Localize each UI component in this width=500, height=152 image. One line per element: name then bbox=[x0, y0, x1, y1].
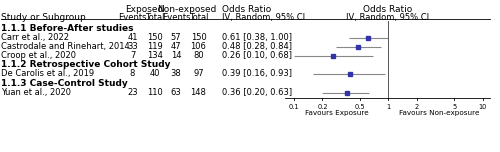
Text: Total: Total bbox=[189, 13, 208, 22]
Text: 148: 148 bbox=[190, 88, 206, 97]
Text: 1.1.3 Case-Control Study: 1.1.3 Case-Control Study bbox=[1, 79, 128, 88]
Text: 38: 38 bbox=[170, 69, 181, 78]
Text: 47: 47 bbox=[170, 42, 181, 51]
Text: 150: 150 bbox=[147, 33, 163, 42]
Text: 23: 23 bbox=[127, 88, 138, 97]
Text: Favours Exposure: Favours Exposure bbox=[305, 110, 368, 116]
Text: 14: 14 bbox=[171, 50, 181, 60]
Text: 134: 134 bbox=[147, 50, 163, 60]
Text: 0.39 [0.16, 0.93]: 0.39 [0.16, 0.93] bbox=[222, 69, 292, 78]
Text: 110: 110 bbox=[147, 88, 163, 97]
Text: Castrodale and Rinehart, 2014: Castrodale and Rinehart, 2014 bbox=[1, 42, 130, 51]
Text: 0.48 [0.28, 0.84]: 0.48 [0.28, 0.84] bbox=[222, 42, 292, 51]
Text: 0.36 [0.20, 0.63]: 0.36 [0.20, 0.63] bbox=[222, 88, 292, 97]
Text: 80: 80 bbox=[193, 50, 204, 60]
Text: 0.5: 0.5 bbox=[354, 104, 366, 110]
Text: Carr et al., 2022: Carr et al., 2022 bbox=[1, 33, 69, 42]
Text: IV, Random, 95% CI: IV, Random, 95% CI bbox=[346, 13, 429, 22]
Text: 10: 10 bbox=[478, 104, 486, 110]
Text: Croop et al., 2020: Croop et al., 2020 bbox=[1, 50, 76, 60]
Text: Study or Subgroup: Study or Subgroup bbox=[1, 13, 86, 22]
Text: 119: 119 bbox=[147, 42, 163, 51]
Text: Events: Events bbox=[162, 13, 190, 22]
Text: De Carolis et al., 2019: De Carolis et al., 2019 bbox=[1, 69, 94, 78]
Text: 7: 7 bbox=[130, 50, 135, 60]
Text: 97: 97 bbox=[193, 69, 204, 78]
Text: 41: 41 bbox=[127, 33, 138, 42]
Text: 0.2: 0.2 bbox=[317, 104, 328, 110]
Text: 1.1.2 Retrospective Cohort Study: 1.1.2 Retrospective Cohort Study bbox=[1, 60, 170, 69]
Text: 57: 57 bbox=[170, 33, 181, 42]
Text: 8: 8 bbox=[130, 69, 135, 78]
Text: 33: 33 bbox=[127, 42, 138, 51]
Text: Total: Total bbox=[145, 13, 165, 22]
Text: 0.1: 0.1 bbox=[289, 104, 300, 110]
Text: 0.61 [0.38, 1.00]: 0.61 [0.38, 1.00] bbox=[222, 33, 292, 42]
Text: Yuan et al., 2020: Yuan et al., 2020 bbox=[1, 88, 71, 97]
Text: 40: 40 bbox=[150, 69, 160, 78]
Text: 1: 1 bbox=[386, 104, 390, 110]
Text: 63: 63 bbox=[170, 88, 181, 97]
Text: 0.26 [0.10, 0.68]: 0.26 [0.10, 0.68] bbox=[222, 50, 292, 60]
Text: 2: 2 bbox=[414, 104, 419, 110]
Text: Odds Ratio: Odds Ratio bbox=[222, 5, 272, 14]
Text: 106: 106 bbox=[190, 42, 206, 51]
Text: Events: Events bbox=[118, 13, 147, 22]
Text: Odds Ratio: Odds Ratio bbox=[363, 5, 412, 14]
Text: 1.1.1 Before-After studies: 1.1.1 Before-After studies bbox=[1, 24, 134, 33]
Text: 5: 5 bbox=[452, 104, 456, 110]
Text: 150: 150 bbox=[190, 33, 206, 42]
Text: Favours Non-exposure: Favours Non-exposure bbox=[399, 110, 479, 116]
Text: IV, Random, 95% CI: IV, Random, 95% CI bbox=[222, 13, 306, 22]
Text: Exposed: Exposed bbox=[124, 5, 163, 14]
Text: Non-exposed: Non-exposed bbox=[158, 5, 217, 14]
